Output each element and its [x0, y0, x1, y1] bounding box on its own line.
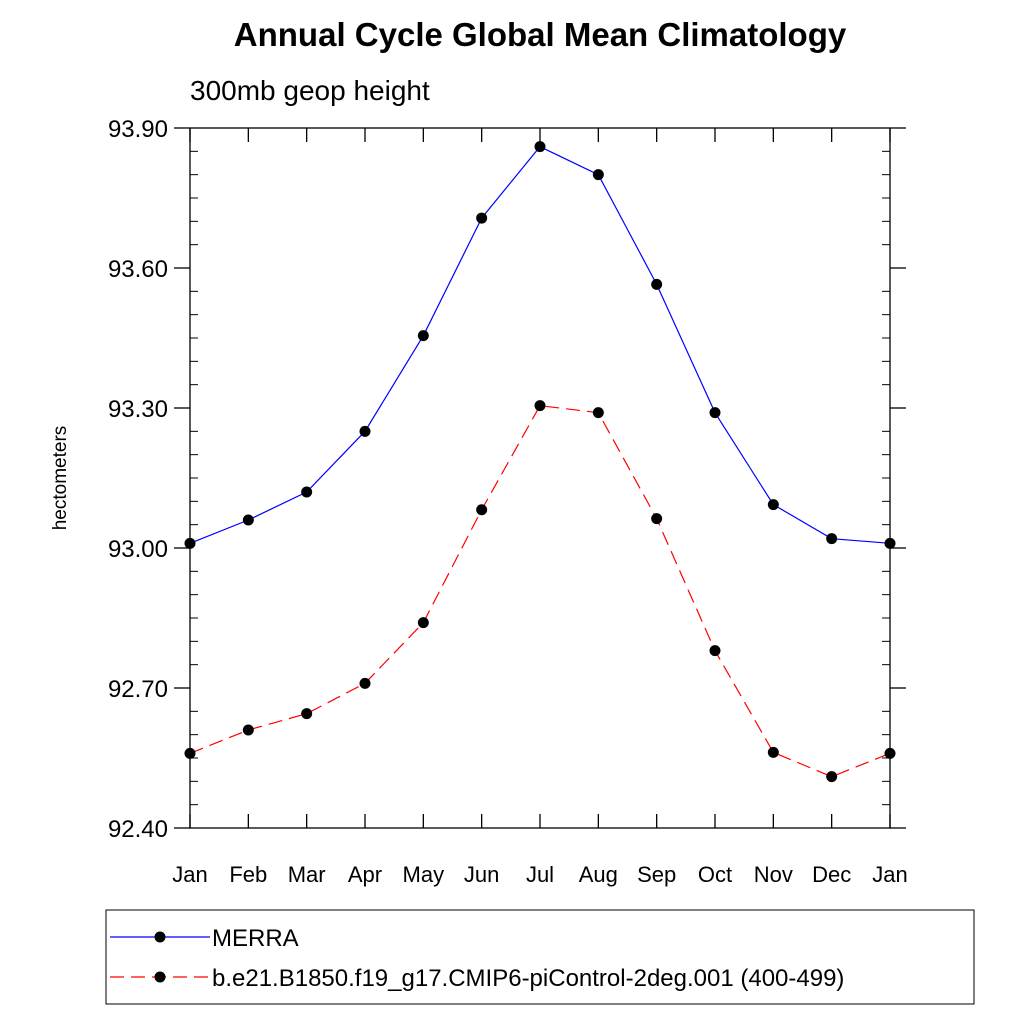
legend-marker-1 — [154, 931, 166, 943]
series-1-point — [301, 486, 313, 498]
series-2-point — [592, 407, 604, 419]
series-2-point — [242, 724, 254, 736]
series-1-point — [826, 533, 838, 545]
x-tick-label: Jan — [172, 862, 207, 887]
series-1-point — [417, 330, 429, 342]
x-tick-label: Nov — [754, 862, 793, 887]
series-2-point — [184, 747, 196, 759]
series-2-point — [709, 645, 721, 657]
series-2-point — [651, 513, 663, 525]
y-tick-label: 93.00 — [108, 536, 168, 563]
series-1-point — [534, 141, 546, 153]
series-2-point — [301, 708, 313, 720]
y-tick-label: 92.40 — [108, 816, 168, 843]
series-1-point — [709, 407, 721, 419]
legend: MERRA b.e21.B1850.f19_g17.CMIP6-piControl… — [105, 909, 975, 1005]
series-2-point — [417, 617, 429, 629]
y-axis-label: hectometers — [50, 426, 71, 531]
x-tick-label: Apr — [348, 862, 382, 887]
series-2-point — [534, 400, 546, 412]
series-layer — [184, 141, 896, 783]
legend-marker-2 — [154, 971, 166, 983]
series-1-point — [184, 537, 196, 549]
x-tick-label: Mar — [288, 862, 326, 887]
series-1-point — [767, 499, 779, 511]
series-2-point — [359, 677, 371, 689]
series-1-point — [884, 537, 896, 549]
plot-frame — [189, 127, 891, 829]
legend-box — [105, 909, 975, 1005]
series-2-point — [884, 747, 896, 759]
series-1-point — [592, 169, 604, 181]
y-tick-label: 93.90 — [108, 116, 168, 143]
series-1-point — [651, 278, 663, 290]
x-tick-label: Feb — [229, 862, 267, 887]
x-tick-label: May — [403, 862, 445, 887]
y-tick-label: 93.60 — [108, 256, 168, 283]
x-tick-label: Aug — [579, 862, 618, 887]
series-line-1 — [189, 145, 891, 544]
x-tick-label: Jul — [526, 862, 554, 887]
x-tick-label: Dec — [812, 862, 851, 887]
series-2-point — [476, 504, 488, 516]
axes: Jan Feb Mar Apr May Jun Jul Aug Sep Oct Nov Dec Jan9… — [108, 116, 908, 887]
y-tick-label: 92.70 — [108, 676, 168, 703]
y-tick-label: 93.30 — [108, 396, 168, 423]
x-tick-label: Oct — [698, 862, 732, 887]
legend-label-1: MERRA — [212, 925, 299, 952]
series-1-point — [359, 425, 371, 437]
legend-label-2: b.e21.B1850.f19_g17.CMIP6-piControl-2deg… — [212, 965, 844, 992]
series-1-point — [476, 212, 488, 224]
chart-subtitle: 300mb geop height — [190, 75, 430, 106]
series-2-point — [767, 746, 779, 758]
series-1-point — [242, 514, 254, 526]
x-tick-label: Jun — [464, 862, 499, 887]
series-line-2 — [189, 405, 891, 778]
x-tick-label: Jan — [872, 862, 907, 887]
x-tick-label: Sep — [637, 862, 676, 887]
chart-title: Annual Cycle Global Mean Climatology — [234, 16, 847, 53]
series-2-point — [826, 771, 838, 783]
